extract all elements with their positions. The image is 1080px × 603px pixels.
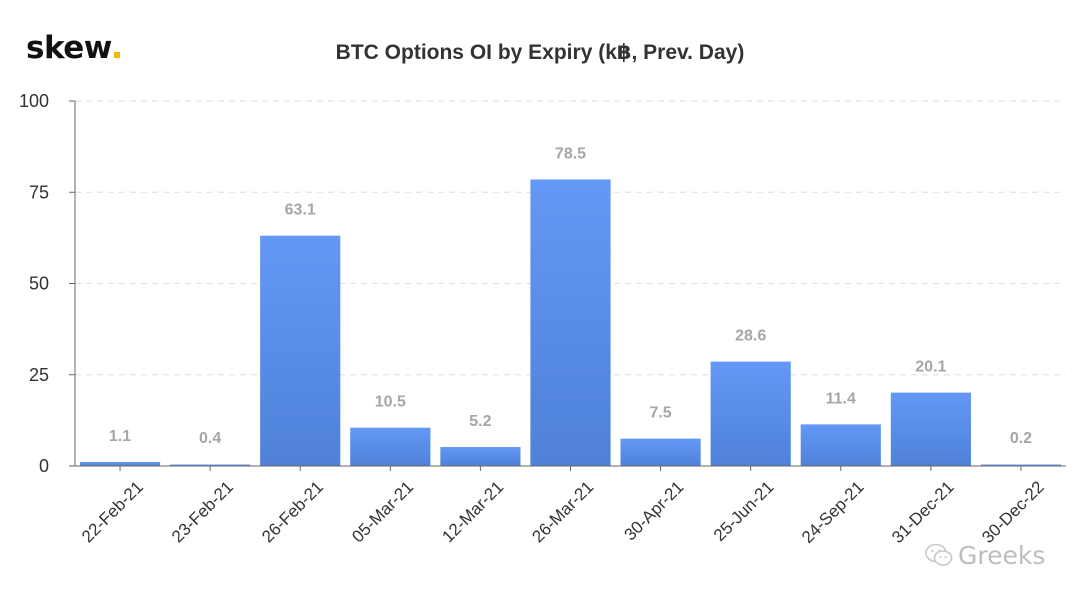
x-tick-label: 26-Feb-21 xyxy=(258,477,327,546)
bar xyxy=(980,464,1062,466)
data-label: 0.4 xyxy=(199,430,221,447)
logo-text: skew xyxy=(26,30,112,66)
data-label: 20.1 xyxy=(915,359,946,376)
data-label: 1.1 xyxy=(109,428,131,445)
x-tick-label: 25-Jun-21 xyxy=(710,477,778,545)
bars xyxy=(79,179,1062,466)
data-label: 78.5 xyxy=(555,145,586,162)
data-label: 0.2 xyxy=(1010,430,1032,447)
data-label: 7.5 xyxy=(649,405,671,422)
bar xyxy=(79,461,161,466)
y-tick-label: 75 xyxy=(29,182,49,202)
x-tick-label: 24-Sep-21 xyxy=(798,477,868,547)
data-label: 10.5 xyxy=(375,394,406,411)
data-labels: 1.1 0.4 63.1 10.5 5.2 78.5 7.5 28.6 11.4 20.1 0.2 xyxy=(109,145,1032,447)
x-tick-label: 05-Mar-21 xyxy=(348,477,417,546)
watermark-text: Greeks xyxy=(958,540,1046,570)
x-tick-label: 31-Dec-21 xyxy=(888,477,958,547)
bar xyxy=(530,179,611,466)
data-label: 63.1 xyxy=(285,202,316,219)
y-tick-label: 0 xyxy=(39,456,49,476)
y-tick-label: 50 xyxy=(29,274,49,294)
logo-dot xyxy=(113,52,120,58)
y-tick-label: 100 xyxy=(19,91,49,111)
chart-title: BTC Options OI by Expiry (k฿, Prev. Day) xyxy=(335,41,745,64)
bar xyxy=(710,361,791,466)
bar xyxy=(890,392,971,466)
x-tick-label: 23-Feb-21 xyxy=(168,477,237,546)
bar xyxy=(620,438,701,466)
wechat-icon xyxy=(925,543,953,566)
bar xyxy=(440,447,521,466)
watermark: Greeks xyxy=(924,540,1045,570)
x-tick-label: 30-Dec-22 xyxy=(978,477,1048,547)
bar xyxy=(170,464,251,466)
x-tick-label: 30-Apr-21 xyxy=(621,477,688,544)
x-tick-label: 26-Mar-21 xyxy=(528,477,597,546)
x-tick-label: 12-Mar-21 xyxy=(438,477,507,546)
x-tick-label: 22-Feb-21 xyxy=(78,477,147,546)
bar xyxy=(350,427,431,466)
y-tick-label: 25 xyxy=(29,365,49,385)
bar xyxy=(800,424,881,466)
skew-logo: skew xyxy=(26,30,120,66)
data-label: 5.2 xyxy=(469,413,491,430)
bar xyxy=(260,235,341,466)
data-label: 28.6 xyxy=(735,328,766,345)
data-label: 11.4 xyxy=(826,390,856,407)
